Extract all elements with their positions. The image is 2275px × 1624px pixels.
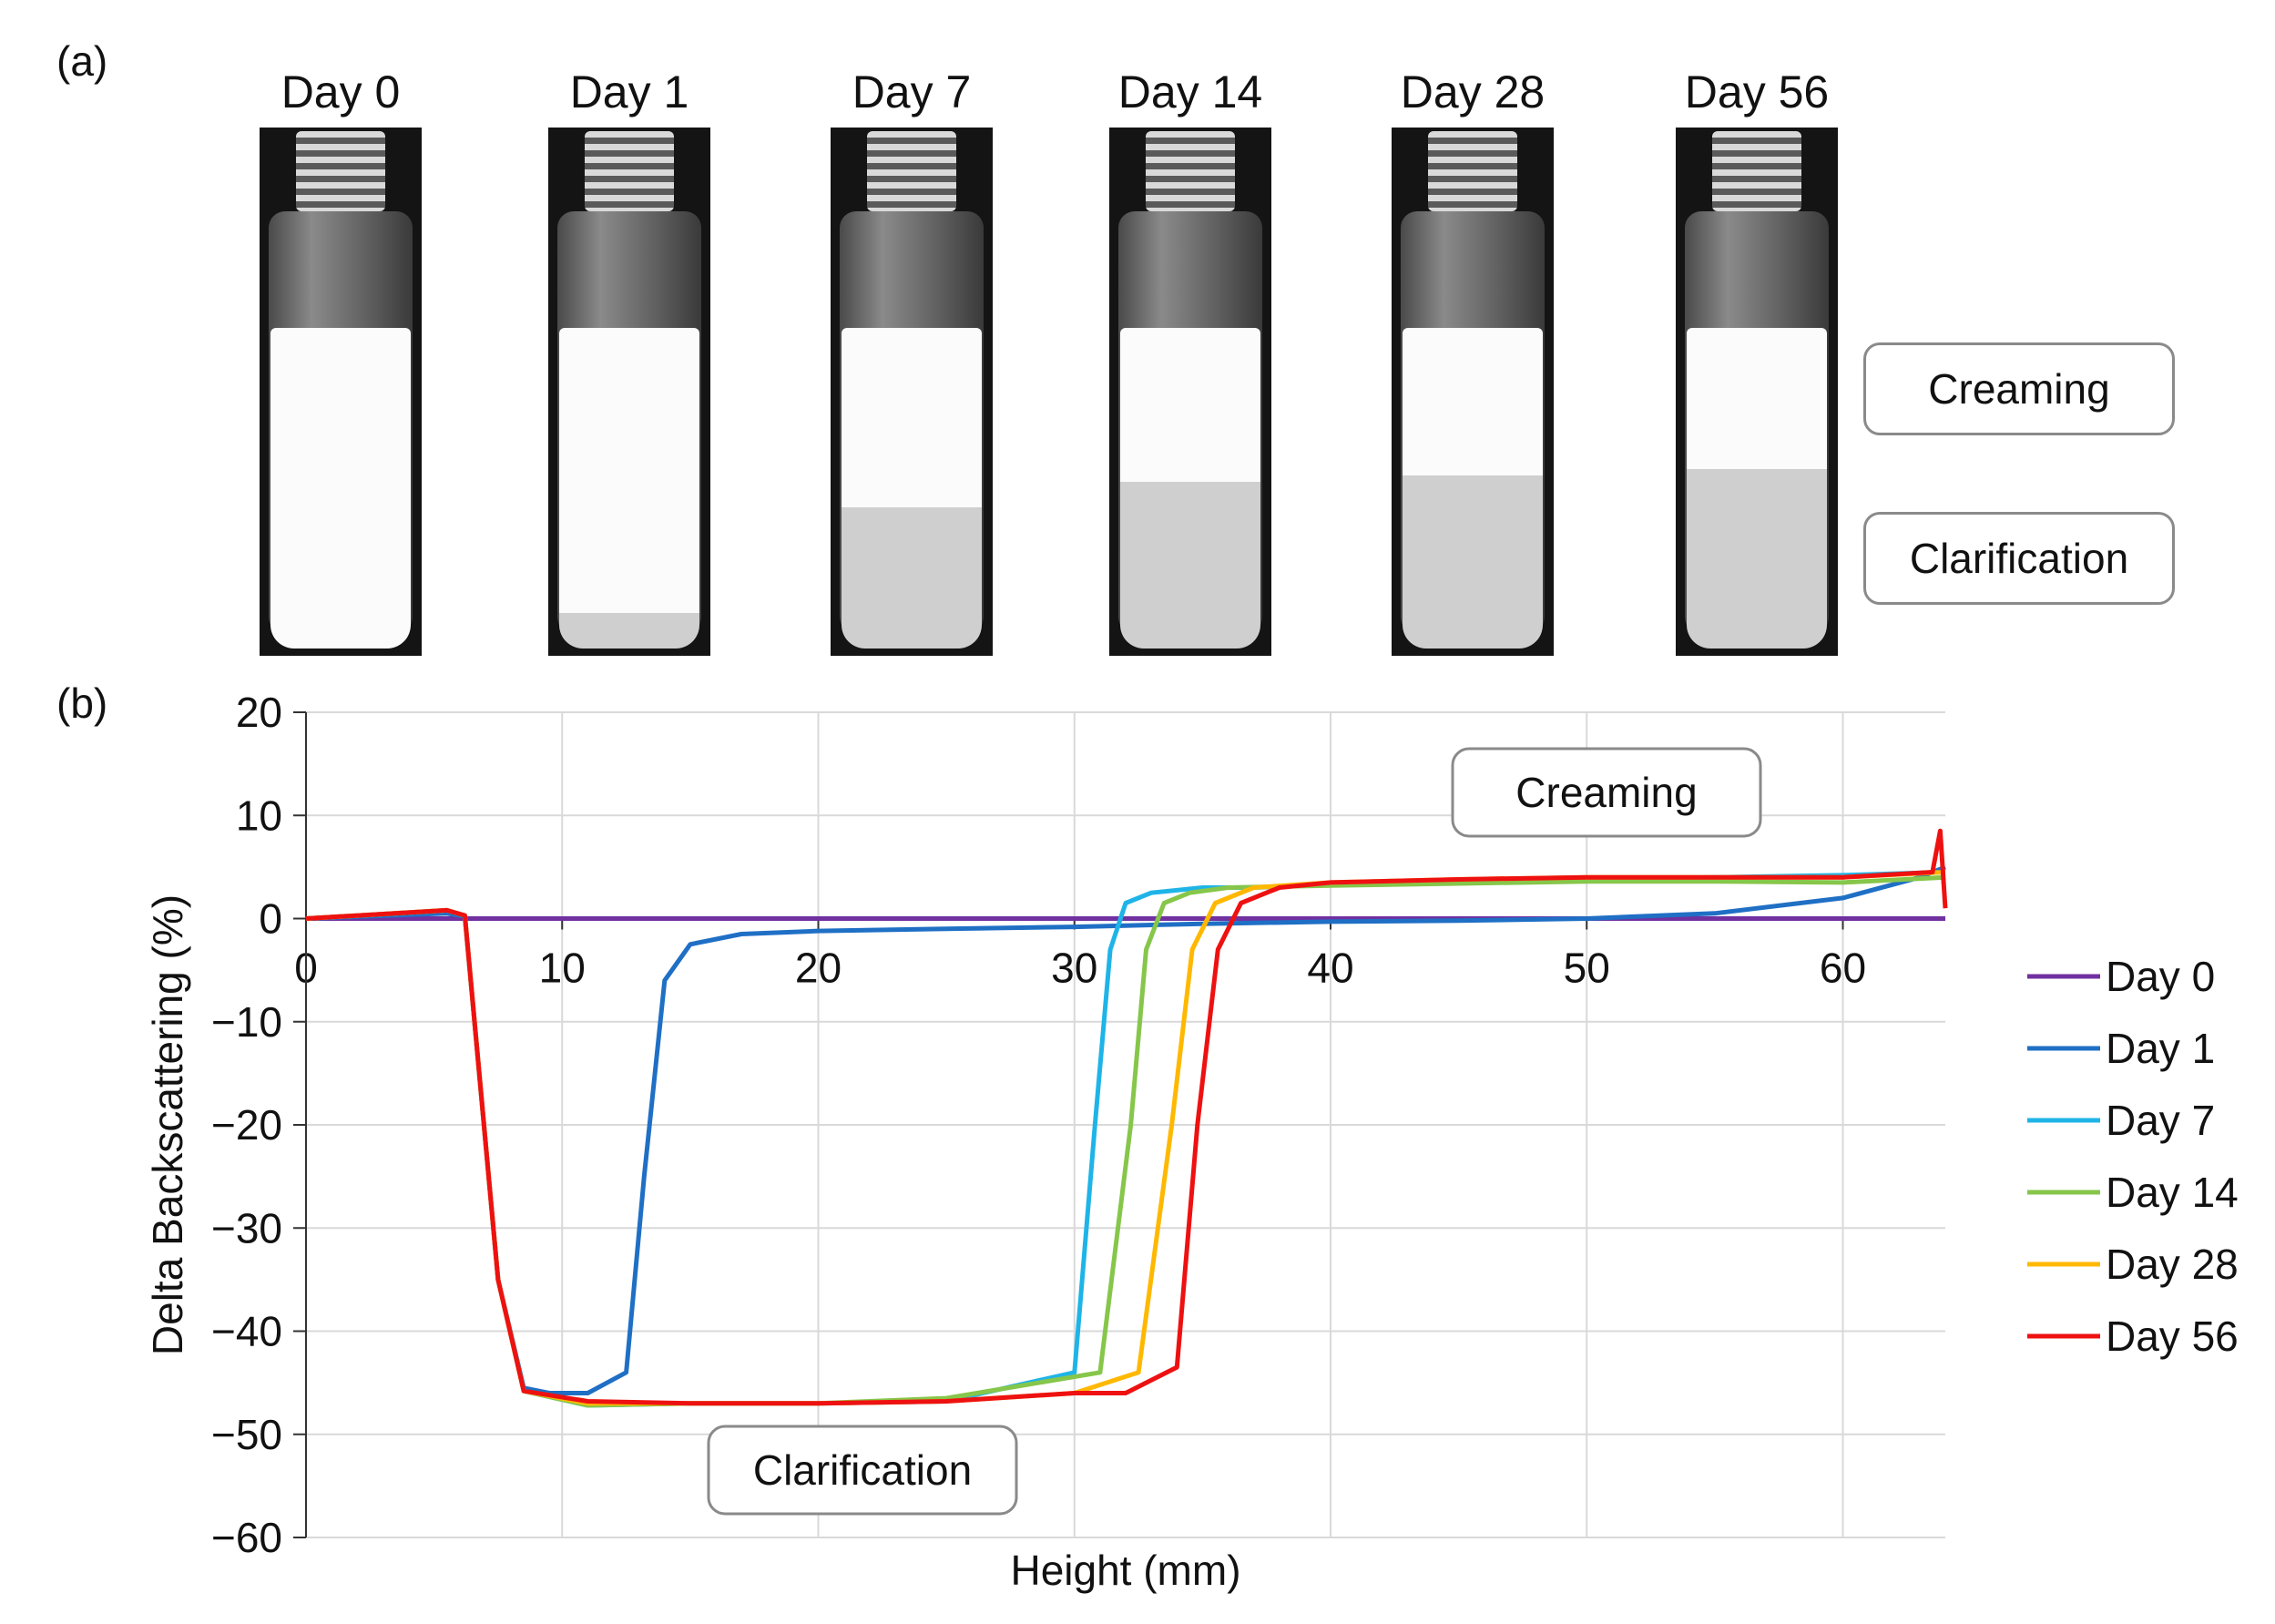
- vial-clarified-layer: [842, 507, 982, 649]
- chart-legend: Day 0 Day 1 Day 7 Day 14 Day 28 Day 56: [2027, 953, 2239, 1360]
- vial-label-day-56: Day 56: [1684, 66, 1830, 117]
- vial-cap: [585, 131, 674, 211]
- y-tick-label: 10: [236, 792, 282, 839]
- vial-cream-layer: [1120, 328, 1260, 482]
- vial-label-day-0: Day 0: [281, 66, 401, 117]
- vial-cream-layer: [1687, 328, 1827, 469]
- chart-series: [305, 828, 1948, 1408]
- vial-photo-day-0: [260, 128, 422, 656]
- panel-a-label: (a): [56, 37, 108, 85]
- clarification-callout-b-box: [707, 1425, 1018, 1516]
- vial-cap: [296, 131, 385, 211]
- vial-clarified-layer: [1120, 482, 1260, 649]
- y-tick-label: −60: [211, 1514, 282, 1561]
- creaming-callout-a: Creaming: [1863, 342, 2175, 435]
- vial-clarified-layer: [1403, 475, 1543, 649]
- x-tick-label: 10: [539, 945, 586, 992]
- vial-photo-day-14: [1109, 128, 1271, 656]
- vial-label-day-14: Day 14: [1117, 66, 1263, 117]
- chart-callouts: Creaming Clarification: [707, 747, 1762, 1516]
- vial-photo-day-1: [548, 128, 710, 656]
- y-tick-label: −30: [211, 1204, 282, 1251]
- y-tick-label: −20: [211, 1101, 282, 1149]
- vial-cream-layer: [270, 328, 411, 649]
- series-line-day-56: [305, 828, 1948, 1406]
- legend-label-day-14: Day 14: [2106, 1169, 2239, 1216]
- vial-cream-layer: [1403, 328, 1543, 475]
- clarification-callout-a: Clarification: [1863, 512, 2175, 605]
- vial-photo-day-56: [1676, 128, 1838, 656]
- y-tick-label: −50: [211, 1411, 282, 1458]
- panel-b-label: (b): [56, 679, 108, 727]
- clarification-callout-b: Clarification: [753, 1446, 972, 1494]
- vial-label-day-7: Day 7: [852, 66, 972, 117]
- legend-label-day-56: Day 56: [2106, 1312, 2239, 1360]
- vial-clarified-layer: [559, 613, 699, 649]
- legend-label-day-7: Day 7: [2106, 1097, 2215, 1144]
- vial-photo-day-28: [1392, 128, 1554, 656]
- vial-cream-layer: [559, 328, 699, 613]
- legend-label-day-1: Day 1: [2106, 1025, 2215, 1072]
- creaming-callout-b-box: [1451, 747, 1762, 838]
- y-tick-label: 0: [259, 895, 282, 943]
- x-tick-label: 20: [795, 945, 842, 992]
- vial-photo-day-7: [831, 128, 993, 656]
- x-axis-label: Height (mm): [1010, 1547, 1240, 1594]
- vial-cap: [1146, 131, 1235, 211]
- vial-label-day-28: Day 28: [1400, 66, 1546, 117]
- vial-cap: [1712, 131, 1801, 211]
- legend-label-day-28: Day 28: [2106, 1241, 2239, 1288]
- y-tick-label: −10: [211, 998, 282, 1046]
- x-tick-label: 40: [1307, 945, 1353, 992]
- creaming-callout-b: Creaming: [1515, 769, 1697, 816]
- vial-cream-layer: [842, 328, 982, 507]
- x-tick-label: 50: [1564, 945, 1610, 992]
- y-tick-label: 20: [236, 689, 282, 736]
- x-tick-label: 30: [1051, 945, 1097, 992]
- legend-label-day-0: Day 0: [2106, 953, 2215, 1000]
- y-tick-label: −40: [211, 1308, 282, 1355]
- vial-cap: [1428, 131, 1517, 211]
- vial-cap: [867, 131, 956, 211]
- x-tick-label: 60: [1820, 945, 1866, 992]
- y-axis-label: Delta Backscattering (%): [144, 894, 191, 1355]
- vial-clarified-layer: [1687, 469, 1827, 649]
- vial-label-day-1: Day 1: [569, 66, 689, 117]
